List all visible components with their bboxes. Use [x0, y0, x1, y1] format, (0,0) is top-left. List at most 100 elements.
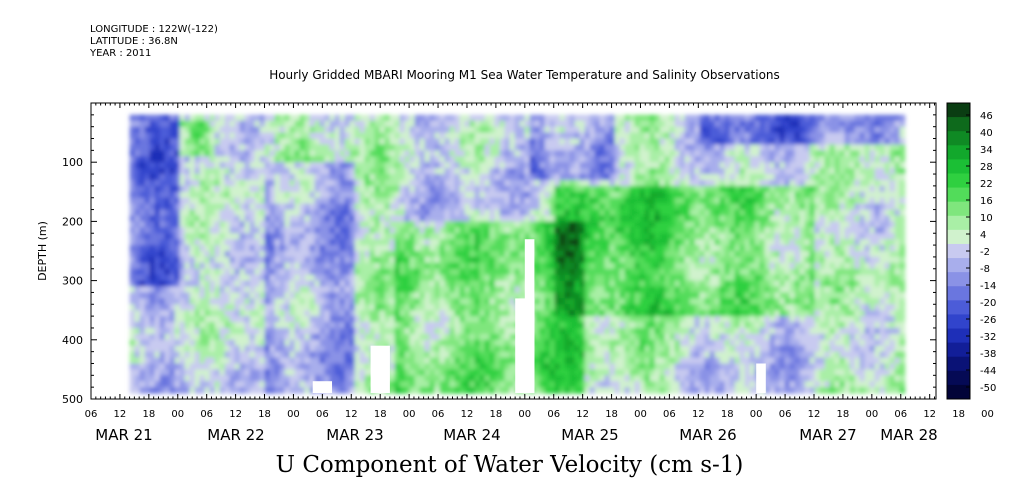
- heatmap-cell: [179, 245, 186, 252]
- heatmap-cell: [359, 345, 366, 353]
- heatmap-cell: [319, 233, 326, 240]
- heatmap-cell: [344, 310, 351, 317]
- heatmap-cell: [369, 268, 376, 276]
- heatmap-cell: [404, 274, 411, 282]
- heatmap-cell: [294, 280, 301, 288]
- heatmap-cell: [374, 268, 381, 276]
- heatmap-cell: [229, 286, 236, 293]
- heatmap-cell: [464, 322, 471, 329]
- heatmap-cell: [189, 280, 196, 288]
- heatmap-cell: [654, 215, 661, 222]
- heatmap-cell: [459, 174, 466, 181]
- heatmap-cell: [174, 333, 181, 341]
- heatmap-cell: [609, 381, 616, 388]
- heatmap-cell: [309, 262, 316, 270]
- heatmap-cell: [264, 233, 271, 240]
- heatmap-cell: [134, 126, 141, 134]
- heatmap-cell: [289, 256, 296, 264]
- heatmap-cell: [374, 310, 381, 317]
- heatmap-cell: [249, 333, 256, 341]
- heatmap-cell: [479, 333, 486, 341]
- heatmap-cell: [214, 114, 221, 122]
- heatmap-cell: [339, 351, 346, 359]
- heatmap-cell: [589, 328, 596, 335]
- heatmap-cell: [654, 209, 661, 217]
- heatmap-cell: [519, 162, 526, 169]
- heatmap-cell: [454, 322, 461, 329]
- heatmap-cell: [614, 274, 621, 282]
- heatmap-cell: [574, 191, 581, 199]
- heatmap-cell: [604, 168, 611, 175]
- heatmap-cell: [449, 203, 456, 211]
- heatmap-cell: [614, 174, 621, 181]
- heatmap-cell: [614, 162, 621, 169]
- heatmap-cell: [289, 351, 296, 359]
- heatmap-cell: [504, 369, 511, 376]
- heatmap-cell: [219, 387, 226, 394]
- heatmap-cell: [144, 256, 151, 264]
- heatmap-cell: [309, 286, 316, 293]
- heatmap-cell: [169, 180, 176, 187]
- heatmap-cell: [464, 191, 471, 199]
- heatmap-cell: [189, 150, 196, 157]
- heatmap-cell: [344, 209, 351, 217]
- heatmap-cell: [659, 138, 666, 145]
- heatmap-cell: [619, 322, 626, 329]
- heatmap-cell: [554, 339, 561, 347]
- heatmap-cell: [579, 375, 586, 382]
- heatmap-cell: [229, 333, 236, 341]
- heatmap-cell: [349, 221, 356, 228]
- heatmap-cell: [434, 180, 441, 187]
- heatmap-cell: [419, 262, 426, 270]
- heatmap-cell: [174, 286, 181, 293]
- heatmap-cell: [479, 180, 486, 187]
- heatmap-cell: [399, 328, 406, 335]
- heatmap-cell: [269, 215, 276, 222]
- heatmap-cell: [274, 215, 281, 222]
- heatmap-cell: [449, 174, 456, 181]
- heatmap-cell: [199, 233, 206, 240]
- heatmap-cell: [394, 114, 401, 122]
- heatmap-cell: [334, 156, 341, 163]
- heatmap-cell: [244, 233, 251, 240]
- heatmap-cell: [389, 251, 396, 258]
- heatmap-cell: [314, 274, 321, 282]
- heatmap-cell: [549, 221, 556, 228]
- heatmap-cell: [399, 114, 406, 122]
- heatmap-cell: [459, 286, 466, 293]
- heatmap-cell: [534, 298, 541, 305]
- heatmap-cell: [429, 215, 436, 222]
- heatmap-cell: [279, 239, 286, 246]
- heatmap-cell: [334, 357, 341, 365]
- heatmap-cell: [309, 322, 316, 329]
- heatmap-cell: [554, 286, 561, 293]
- heatmap-cell: [454, 363, 461, 370]
- heatmap-cell: [194, 328, 201, 335]
- heatmap-cell: [339, 345, 346, 353]
- heatmap-cell: [364, 333, 371, 341]
- heatmap-cell: [499, 256, 506, 264]
- heatmap-cell: [509, 369, 516, 376]
- heatmap-cell: [459, 138, 466, 145]
- heatmap-cell: [414, 292, 421, 299]
- heatmap-cell: [474, 328, 481, 335]
- heatmap-cell: [334, 339, 341, 347]
- heatmap-cell: [389, 345, 396, 353]
- heatmap-cell: [334, 174, 341, 181]
- heatmap-cell: [324, 333, 331, 341]
- heatmap-cell: [539, 227, 546, 234]
- heatmap-cell: [374, 333, 381, 341]
- heatmap-cell: [139, 298, 146, 305]
- heatmap-cell: [294, 126, 301, 134]
- heatmap-cell: [304, 221, 311, 228]
- heatmap-cell: [659, 120, 666, 128]
- heatmap-cell: [389, 292, 396, 299]
- heatmap-cell: [394, 357, 401, 365]
- heatmap-cell: [559, 174, 566, 181]
- heatmap-cell: [624, 322, 631, 329]
- heatmap-cell: [279, 339, 286, 347]
- heatmap-cell: [129, 304, 136, 311]
- heatmap-cell: [484, 262, 491, 270]
- heatmap-cell: [609, 375, 616, 382]
- heatmap-cell: [644, 203, 651, 211]
